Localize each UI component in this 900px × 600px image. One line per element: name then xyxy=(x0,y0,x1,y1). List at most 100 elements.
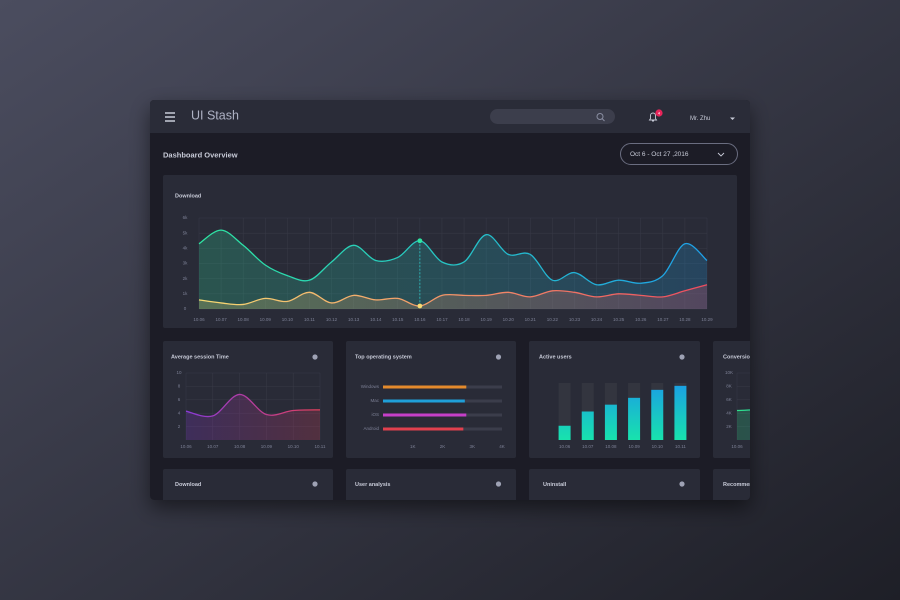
x-tick-label: 10.06 xyxy=(731,444,743,449)
y-tick-label: 4K xyxy=(726,410,732,415)
x-tick-label: 10.09 xyxy=(261,444,273,449)
chart-title: Active users xyxy=(539,354,572,360)
category-label: iOS xyxy=(371,412,379,417)
category-label: Windows xyxy=(361,384,380,389)
x-tick-label: 10.24 xyxy=(591,317,603,322)
top-bar xyxy=(150,100,750,133)
y-tick-label: 10 xyxy=(176,370,182,375)
line xyxy=(198,229,708,286)
y-tick-label: 4k xyxy=(183,246,189,251)
chart-title: Conversion xyxy=(723,354,754,360)
card xyxy=(529,469,700,500)
x-tick-label: 10.07 xyxy=(207,444,219,449)
area-fill xyxy=(199,230,707,309)
card-title: Download xyxy=(175,482,201,488)
area-fill xyxy=(186,394,320,440)
category-label: Mac xyxy=(370,398,379,403)
x-tick-label: 10.13 xyxy=(348,317,360,322)
menu-icon[interactable] xyxy=(165,112,175,122)
x-tick-label: 2K xyxy=(440,444,446,449)
x-tick-label: 10.06 xyxy=(559,444,571,449)
date-caret[interactable] xyxy=(717,152,725,157)
x-tick-label: 10.06 xyxy=(193,317,205,322)
x-tick-label: 3K xyxy=(469,444,475,449)
x-tick-label: 10.06 xyxy=(180,444,192,449)
search-icon[interactable] xyxy=(596,113,605,122)
x-tick-label: 10.11 xyxy=(304,317,315,322)
x-tick-label: 10.16 xyxy=(414,317,426,322)
y-tick-label: 5k xyxy=(183,230,189,235)
highlight-point xyxy=(417,303,423,309)
y-tick-label: 3k xyxy=(183,261,189,266)
settings-icons[interactable] xyxy=(312,354,685,487)
x-tick-label: 10.10 xyxy=(288,444,300,449)
x-tick-label: 10.29 xyxy=(701,317,713,322)
x-tick-label: 10.17 xyxy=(436,317,448,322)
bar xyxy=(383,399,465,403)
panel-content: UI Stash 4 Mr. Zhu Dashboard Overview Oc… xyxy=(150,100,756,500)
y-tick-label: 2 xyxy=(178,424,181,429)
y-tick-label: 8K xyxy=(726,384,732,389)
x-tick-label: 10.21 xyxy=(525,317,537,322)
x-tick-label: 1K xyxy=(410,444,416,449)
x-tick-label: 10.08 xyxy=(234,444,246,449)
x-tick-label: 10.10 xyxy=(282,317,294,322)
bar xyxy=(383,385,467,389)
x-tick-label: 10.09 xyxy=(628,444,640,449)
y-tick-label: 8 xyxy=(178,384,181,389)
x-tick-label: 10.07 xyxy=(582,444,594,449)
line xyxy=(185,393,321,418)
y-tick-label: 2k xyxy=(183,276,189,281)
chart-title: Top operating system xyxy=(355,354,412,360)
x-tick-label: 10.08 xyxy=(605,444,617,449)
bar xyxy=(604,404,617,440)
user-name[interactable]: Mr. Zhu xyxy=(690,116,710,122)
bell-icon[interactable] xyxy=(648,112,658,122)
card-title: Uninstall xyxy=(543,482,567,488)
chart-title: Average session Time xyxy=(171,354,229,360)
x-tick-label: 10.28 xyxy=(679,317,691,322)
chart-title: Download xyxy=(175,193,201,199)
x-tick-label: 4K xyxy=(499,444,505,449)
x-tick-label: 10.26 xyxy=(635,317,647,322)
x-tick-label: 10.22 xyxy=(547,317,559,322)
x-tick-label: 10.10 xyxy=(652,444,664,449)
y-tick-label: 6 xyxy=(178,397,181,402)
x-tick-label: 10.14 xyxy=(370,317,382,322)
bar xyxy=(628,397,641,440)
y-tick-label: 1k xyxy=(183,291,189,296)
x-tick-label: 10.08 xyxy=(238,317,250,322)
search-box[interactable] xyxy=(490,109,615,124)
x-tick-label: 10.11 xyxy=(315,444,326,449)
date-range[interactable]: Oct 6 - Oct 27 ,2016 xyxy=(630,151,689,158)
x-tick-label: 10.27 xyxy=(657,317,669,322)
card xyxy=(346,469,516,500)
page-title: Dashboard Overview xyxy=(163,150,238,159)
line xyxy=(198,284,708,307)
card-title: Recommend xyxy=(723,482,756,488)
bar xyxy=(558,425,571,440)
x-tick-label: 10.15 xyxy=(392,317,404,322)
x-tick-label: 10.11 xyxy=(675,444,686,449)
user-caret[interactable] xyxy=(730,117,735,121)
y-tick-label: 4 xyxy=(178,410,181,415)
x-tick-label: 10.19 xyxy=(480,317,492,322)
bar xyxy=(674,385,687,440)
y-tick-label: 6k xyxy=(183,215,189,220)
card xyxy=(163,469,333,500)
y-tick-label: 2K xyxy=(726,424,732,429)
x-tick-label: 10.25 xyxy=(613,317,625,322)
badge xyxy=(655,109,663,117)
highlight-point xyxy=(417,238,423,244)
bar xyxy=(651,389,664,440)
date-picker[interactable] xyxy=(620,143,738,165)
category-label: Android xyxy=(363,426,379,431)
x-tick-label: 10.09 xyxy=(260,317,272,322)
bar xyxy=(581,411,594,440)
badge-count: 4 xyxy=(658,110,661,115)
bar xyxy=(383,427,464,431)
y-tick-label: 6K xyxy=(726,397,732,402)
charts: 0 1k 2k 3k 4k 5k 6k 10.06 10.07 10.08 10.09 10.10 10… xyxy=(176,215,750,449)
